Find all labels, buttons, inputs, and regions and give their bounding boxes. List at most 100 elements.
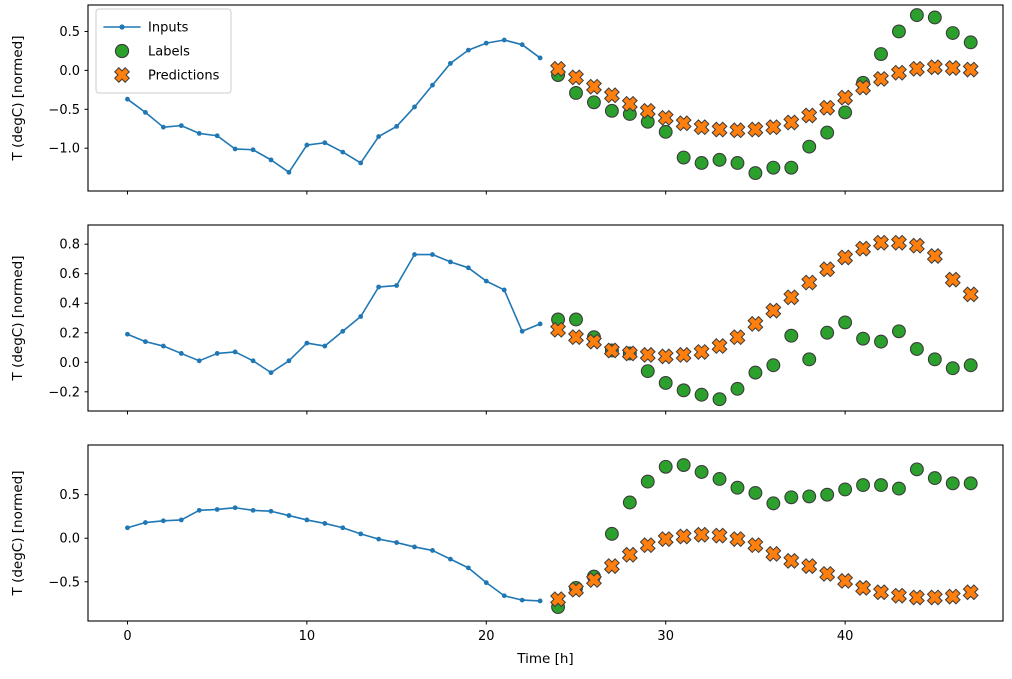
inputs-line-3 [126,506,541,602]
prediction-point [944,60,961,77]
inputs-point [125,331,130,337]
prediction-point [873,70,889,87]
inputs-point [519,597,525,603]
prediction-point [747,537,764,554]
prediction-point [837,249,854,266]
prediction-point [926,589,943,606]
legend-item-inputs[interactable]: Inputs [103,21,189,36]
inputs-point [430,548,435,553]
inputs-point [125,96,130,102]
prediction-point [801,558,818,575]
panel-frame-3 [87,444,1004,622]
inputs-point [358,314,364,319]
inputs-point [232,349,238,355]
prediction-point [783,289,800,306]
inputs-point [268,370,274,376]
prediction-point [585,333,602,350]
inputs-point [448,259,453,265]
x-tick-label: 30 [657,629,674,644]
prediction-point [550,591,567,608]
legend-circle-icon [114,43,130,59]
prediction-point [890,234,907,251]
inputs-point [483,278,489,284]
label-point [569,312,583,327]
prediction-point [962,584,979,601]
label-point [569,85,583,100]
y-tick-label-2: 0.4 [59,297,80,312]
label-point [856,478,871,493]
prediction-point [550,60,567,77]
label-point [730,480,745,495]
label-point [820,125,835,140]
label-point [640,474,655,489]
prediction-point [765,119,782,136]
inputs-point [358,160,364,166]
y-tick-label-3: 0.5 [59,488,80,503]
label-point [945,476,960,491]
inputs-point [304,142,310,148]
label-point [694,156,709,170]
inputs-point [412,544,417,550]
inputs-point [448,556,453,562]
legend-item-labels[interactable]: Labels [114,43,190,60]
label-point [694,465,709,479]
prediction-point [837,89,854,106]
prediction-point [855,240,872,257]
prediction-point [675,115,692,132]
legend-item-predictions[interactable]: Predictions [114,67,220,84]
prediction-point [639,537,656,554]
inputs-point [286,358,292,364]
prediction-point [819,261,836,278]
label-point [730,156,745,170]
prediction-point [639,346,656,363]
inputs-point [412,252,417,257]
inputs-line-1 [126,39,541,174]
y-axis-title-2: T (degC) [normed] [10,256,26,382]
label-point [604,526,619,541]
inputs-point [250,507,256,513]
label-point [784,490,799,505]
x-axis-title: Time [h] [516,651,573,667]
series-predictions-2 [550,234,979,365]
inputs-point [340,149,346,155]
y-tick-label-2: −0.2 [48,385,80,400]
label-point [658,376,673,390]
prediction-point [926,59,943,76]
inputs-point [143,109,148,115]
x-tick-label: 0 [123,629,131,644]
label-point [640,364,655,379]
prediction-point [585,78,602,95]
label-point [676,150,691,165]
y-tick-label-1: 0.5 [59,25,80,40]
label-point [604,103,619,118]
inputs-point [376,536,382,542]
inputs-point [232,146,238,152]
prediction-point [675,528,692,545]
series-inputs-3 [125,505,543,604]
label-point [838,105,853,120]
prediction-point [585,572,602,589]
label-point [874,334,888,349]
inputs-point [483,40,489,46]
inputs-point [178,123,184,129]
inputs-point [430,252,435,257]
inputs-point [519,42,525,48]
label-point [927,10,942,25]
prediction-point [962,286,979,303]
prediction-point [926,248,943,264]
inputs-point [304,517,310,523]
inputs-point [322,343,328,349]
inputs-point [250,358,256,364]
prediction-point [550,321,567,338]
label-point [784,328,799,343]
prediction-point [944,588,961,605]
label-point [658,124,673,139]
prediction-point [729,122,746,139]
label-point [658,459,673,474]
inputs-point [430,82,435,88]
series-predictions-3 [550,526,979,608]
prediction-point [783,552,800,569]
inputs-point [322,140,328,146]
prediction-point [621,345,638,362]
